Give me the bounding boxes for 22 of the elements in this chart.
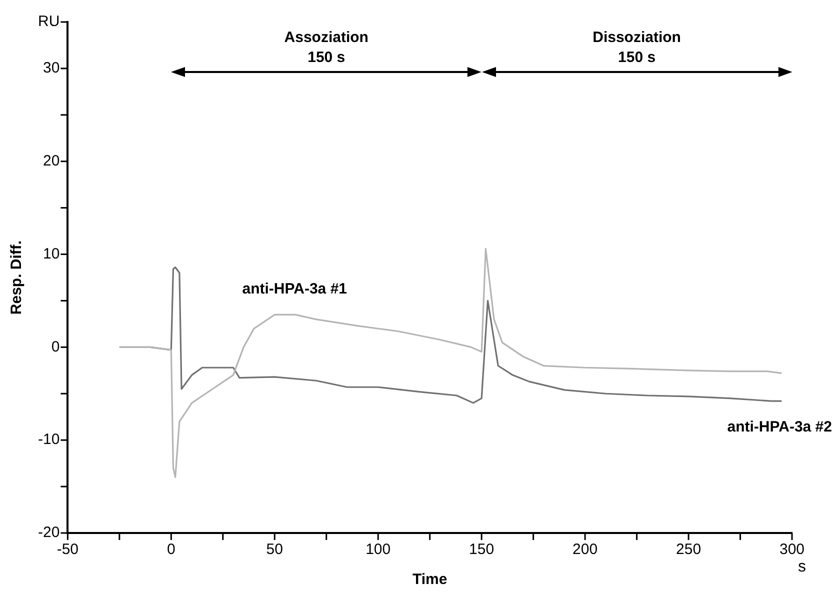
y-tick-label: 10 bbox=[42, 245, 60, 262]
y-tick-label: 0 bbox=[51, 338, 60, 356]
x-tick-label: 250 bbox=[676, 541, 702, 558]
y-tick-label: -20 bbox=[38, 524, 60, 542]
y-tick-label: -10 bbox=[38, 431, 60, 448]
x-tick-label: 200 bbox=[572, 541, 598, 558]
y-axis-title: Resp. Diff. bbox=[8, 240, 26, 315]
x-tick-label: 50 bbox=[266, 541, 283, 558]
x-tick-label: -50 bbox=[56, 541, 79, 558]
annotation: Dissoziation 150 s bbox=[592, 29, 681, 66]
y-tick-label: 20 bbox=[42, 152, 60, 170]
series-label: anti-HPA-3a #1 bbox=[242, 280, 348, 298]
x-tick-label: 300 bbox=[779, 541, 805, 558]
annotation: Assoziation 150 s bbox=[284, 29, 368, 66]
x-tick-label: 0 bbox=[166, 541, 176, 558]
text: s bbox=[798, 558, 806, 576]
y-tick-label: 30 bbox=[42, 60, 60, 77]
x-tick-label: 100 bbox=[366, 541, 391, 558]
y-tick-label: RU bbox=[38, 13, 60, 30]
x-tick-label: 150 bbox=[469, 541, 494, 558]
series-label: anti-HPA-3a #2 bbox=[727, 418, 832, 436]
x-axis-title: Time bbox=[412, 571, 448, 588]
